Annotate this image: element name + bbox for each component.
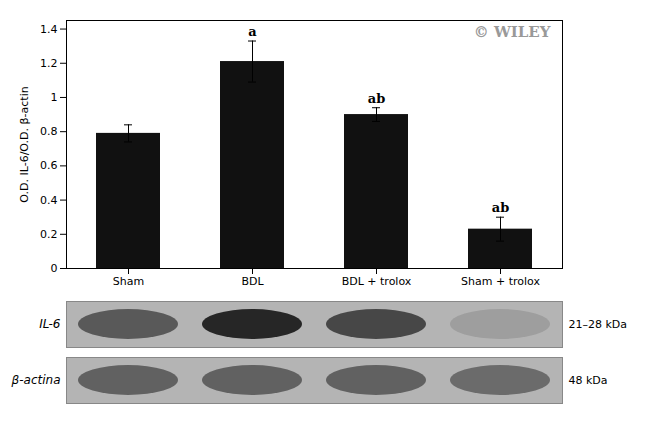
svg-text:48 kDa: 48 kDa (569, 374, 608, 387)
svg-text:BDL + trolox: BDL + trolox (342, 275, 412, 288)
svg-text:a: a (248, 24, 257, 39)
svg-text:0.2: 0.2 (40, 228, 58, 241)
svg-text:1.4: 1.4 (40, 23, 58, 36)
svg-text:IL-6: IL-6 (39, 317, 61, 331)
svg-text:ab: ab (368, 91, 386, 106)
svg-text:β-actina: β-actina (11, 373, 61, 387)
svg-text:ab: ab (492, 200, 510, 215)
svg-text:0.4: 0.4 (40, 194, 58, 207)
svg-text:© WILEY: © WILEY (474, 23, 551, 41)
svg-text:0: 0 (51, 262, 58, 275)
svg-text:O.D. IL-6/O.D. β-actin: O.D. IL-6/O.D. β-actin (18, 86, 31, 202)
svg-text:0.8: 0.8 (40, 125, 58, 138)
svg-text:0.6: 0.6 (40, 159, 58, 172)
svg-text:Sham: Sham (113, 275, 144, 288)
svg-text:1: 1 (51, 91, 58, 104)
svg-text:Sham + trolox: Sham + trolox (461, 275, 540, 288)
svg-text:BDL: BDL (241, 275, 264, 288)
svg-text:21–28 kDa: 21–28 kDa (569, 318, 628, 331)
svg-text:1.2: 1.2 (40, 57, 58, 70)
